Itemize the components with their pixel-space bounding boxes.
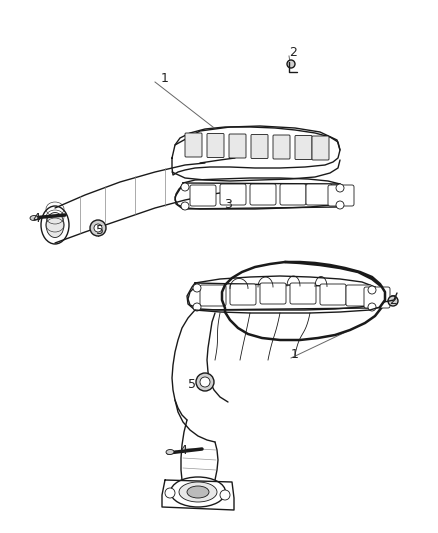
FancyBboxPatch shape bbox=[229, 134, 246, 158]
Circle shape bbox=[90, 220, 106, 236]
Circle shape bbox=[181, 202, 189, 210]
Ellipse shape bbox=[41, 206, 69, 244]
FancyBboxPatch shape bbox=[328, 185, 354, 206]
FancyBboxPatch shape bbox=[185, 133, 202, 157]
Polygon shape bbox=[162, 480, 234, 510]
Ellipse shape bbox=[30, 215, 38, 221]
Polygon shape bbox=[188, 276, 380, 310]
Text: 4: 4 bbox=[32, 212, 40, 224]
Text: 4: 4 bbox=[179, 443, 187, 456]
Circle shape bbox=[287, 60, 295, 68]
Polygon shape bbox=[175, 178, 345, 209]
FancyBboxPatch shape bbox=[280, 184, 306, 205]
Circle shape bbox=[181, 183, 189, 191]
FancyBboxPatch shape bbox=[290, 283, 316, 304]
FancyBboxPatch shape bbox=[306, 184, 332, 205]
FancyBboxPatch shape bbox=[346, 285, 372, 306]
Circle shape bbox=[336, 201, 344, 209]
FancyBboxPatch shape bbox=[364, 287, 390, 308]
Circle shape bbox=[94, 224, 102, 232]
FancyBboxPatch shape bbox=[251, 134, 268, 158]
Ellipse shape bbox=[166, 449, 174, 455]
FancyBboxPatch shape bbox=[312, 136, 329, 160]
Circle shape bbox=[220, 490, 230, 500]
FancyBboxPatch shape bbox=[295, 135, 312, 159]
Ellipse shape bbox=[187, 486, 209, 498]
Ellipse shape bbox=[46, 213, 64, 238]
Circle shape bbox=[193, 303, 201, 311]
Text: 2: 2 bbox=[289, 45, 297, 59]
FancyBboxPatch shape bbox=[250, 184, 276, 205]
Polygon shape bbox=[172, 127, 340, 175]
Circle shape bbox=[200, 377, 210, 387]
FancyBboxPatch shape bbox=[260, 283, 286, 304]
Text: 5: 5 bbox=[188, 378, 196, 392]
Text: 1: 1 bbox=[161, 71, 169, 85]
Ellipse shape bbox=[170, 477, 226, 507]
FancyBboxPatch shape bbox=[220, 184, 246, 205]
Circle shape bbox=[165, 488, 175, 498]
Text: 3: 3 bbox=[224, 198, 232, 212]
Circle shape bbox=[368, 303, 376, 311]
FancyBboxPatch shape bbox=[230, 284, 256, 305]
Text: 1: 1 bbox=[291, 349, 299, 361]
Ellipse shape bbox=[179, 482, 217, 502]
Circle shape bbox=[368, 286, 376, 294]
FancyBboxPatch shape bbox=[200, 285, 226, 306]
FancyBboxPatch shape bbox=[190, 185, 216, 206]
Text: 5: 5 bbox=[96, 223, 104, 237]
Circle shape bbox=[193, 284, 201, 292]
FancyBboxPatch shape bbox=[320, 284, 346, 305]
Polygon shape bbox=[225, 262, 384, 340]
FancyBboxPatch shape bbox=[207, 133, 224, 157]
Text: 2: 2 bbox=[389, 294, 397, 306]
FancyBboxPatch shape bbox=[273, 135, 290, 159]
Circle shape bbox=[196, 373, 214, 391]
Circle shape bbox=[388, 296, 398, 306]
Circle shape bbox=[336, 184, 344, 192]
